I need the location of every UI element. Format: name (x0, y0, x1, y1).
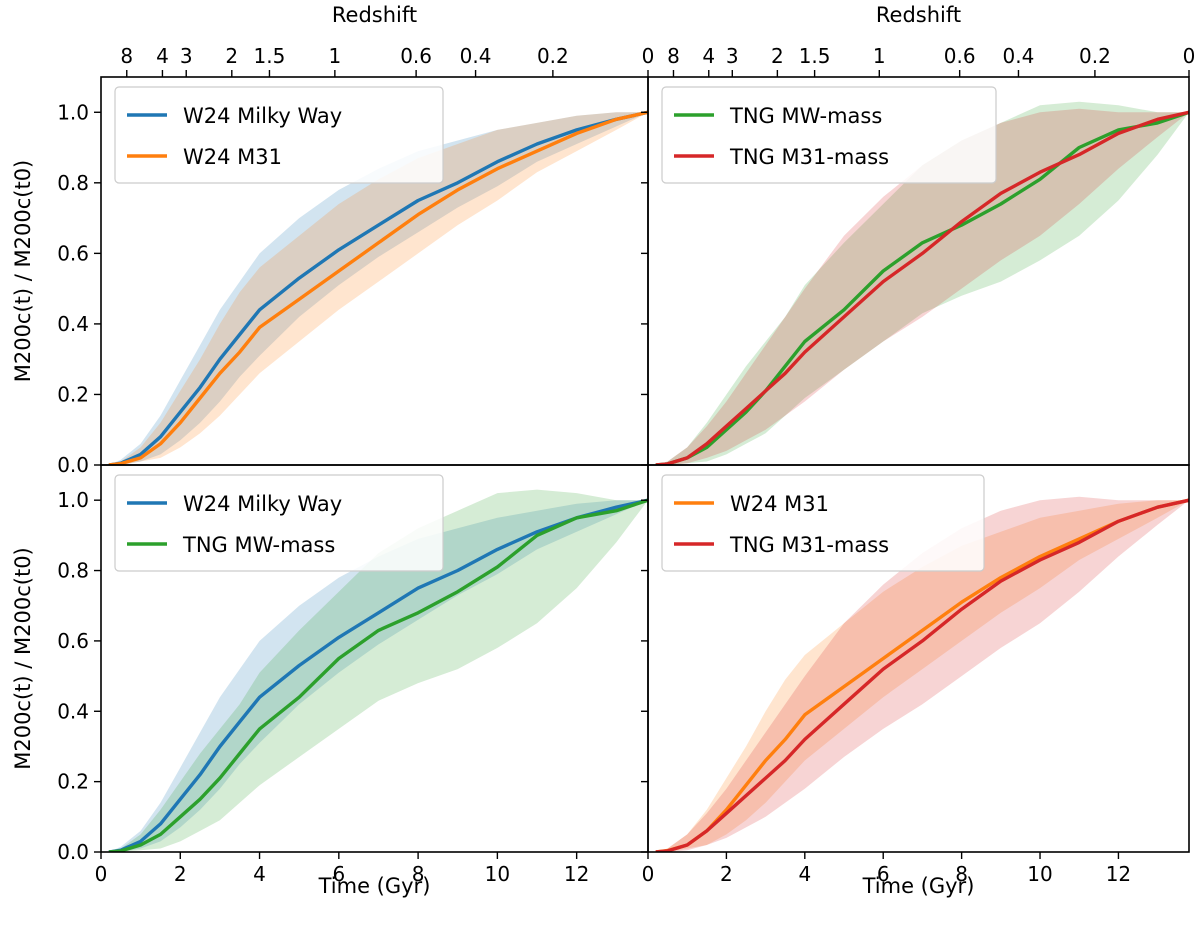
redshift-tick-label: 1.5 (254, 44, 286, 68)
panel-top-left: 0.0 0.2 0.4 0.6 0.8 1.0 8 4 3 2 1.5 1 0.6 0.4 0.2 0 Reds… (11, 3, 654, 477)
redshift-tick-label: 3 (180, 44, 193, 68)
redshift-tick-label: 8 (120, 44, 133, 68)
x-tick-label: 8 (412, 862, 425, 886)
legend-frame (114, 474, 444, 572)
band-tng-mw-mass (655, 101, 1189, 465)
band-tng-m31-mass (655, 496, 1189, 852)
redshift-tick-label: 2 (771, 44, 784, 68)
redshift-tick-label: 0.4 (460, 44, 492, 68)
redshift-tick-label: 3 (726, 44, 739, 68)
redshift-tick-label: 0 (1183, 44, 1196, 68)
x-tick-label: 2 (174, 862, 187, 886)
redshift-tick-label: 2 (225, 44, 238, 68)
panel-bottom-left: 0.0 0.2 0.4 0.6 0.8 1.0 0 2 4 6 8 10 12 Time (Gyr) M20… (11, 464, 649, 898)
redshift-tick-label: 0.2 (537, 44, 569, 68)
band-w24-m31 (655, 500, 1189, 852)
y-tick-label: 0.0 (57, 453, 89, 477)
redshift-tick-label: 0.6 (400, 44, 432, 68)
redshift-axis-title: Redshift (332, 3, 417, 27)
y-tick-label: 0.2 (57, 770, 89, 794)
redshift-tick-label: 1 (873, 44, 886, 68)
line-tng-mw-mass (108, 498, 648, 852)
redshift-tick-label: 1.5 (799, 44, 831, 68)
legend-entry: TNG MW-mass (182, 533, 335, 557)
legend-entry: TNG M31-mass (729, 533, 889, 557)
line-w24-milky-way (108, 110, 648, 465)
x-tick-label: 12 (564, 862, 589, 886)
y-tick-label: 1.0 (57, 488, 89, 512)
y-tick-label: 0.0 (57, 840, 89, 864)
x-tick-label: 6 (877, 862, 890, 886)
plot-area (655, 101, 1189, 465)
x-tick-label: 10 (485, 862, 510, 886)
x-tick-label: 6 (332, 862, 345, 886)
legend: TNG MW-mass TNG M31-mass (661, 86, 997, 184)
y-axis-title: M200c(t) / M200c(t0) (11, 547, 35, 770)
y-tick-label: 0.8 (57, 559, 89, 583)
band-w24-m31 (108, 112, 648, 465)
x-tick-label: 10 (1027, 862, 1052, 886)
legend-entry: W24 Milky Way (183, 492, 342, 516)
redshift-tick-label: 4 (156, 44, 169, 68)
legend: W24 Milky Way TNG MW-mass (114, 474, 444, 572)
line-tng-m31-mass (655, 498, 1189, 852)
y-tick-label: 1.0 (57, 100, 89, 124)
legend: W24 Milky Way W24 M31 (114, 86, 444, 184)
x-tick-label: 0 (95, 862, 108, 886)
legend-entry: W24 M31 (730, 492, 829, 516)
x-tick-label: 2 (720, 862, 733, 886)
redshift-axis-title: Redshift (876, 3, 961, 27)
legend-entry: W24 M31 (183, 145, 282, 169)
panel-bottom-right: 0 2 4 6 8 10 12 Time (Gyr) W24 M31 TNG M31-mass (641, 464, 1190, 898)
panel-frame (647, 464, 1190, 853)
x-tick-label: 0 (642, 862, 655, 886)
y-tick-label: 0.8 (57, 171, 89, 195)
legend-entry: TNG M31-mass (729, 145, 889, 169)
redshift-tick-label: 0.2 (1079, 44, 1111, 68)
redshift-tick-label: 0.4 (1003, 44, 1035, 68)
x-tick-label: 12 (1106, 862, 1131, 886)
line-tng-mw-mass (655, 110, 1189, 465)
line-w24-milky-way (108, 498, 648, 852)
redshift-tick-label: 1 (328, 44, 341, 68)
y-tick-label: 0.2 (57, 382, 89, 406)
legend-frame (114, 86, 444, 184)
band-tng-mw-mass (108, 489, 648, 852)
redshift-tick-label: 4 (702, 44, 715, 68)
y-tick-label: 0.6 (57, 241, 89, 265)
x-tick-label: 4 (798, 862, 811, 886)
legend-frame (661, 474, 985, 572)
y-tick-label: 0.4 (57, 312, 89, 336)
x-tick-label: 8 (955, 862, 968, 886)
line-w24-m31 (108, 110, 648, 465)
redshift-tick-label: 0 (642, 44, 655, 68)
legend-frame (661, 86, 997, 184)
y-tick-label: 0.6 (57, 629, 89, 653)
band-tng-m31-mass (655, 108, 1189, 465)
plot-area (655, 496, 1189, 852)
x-axis-title: Time (Gyr) (318, 874, 431, 898)
y-tick-label: 0.4 (57, 699, 89, 723)
redshift-tick-label: 0.6 (944, 44, 976, 68)
legend-entry: TNG MW-mass (729, 104, 882, 128)
y-axis-title: M200c(t) / M200c(t0) (11, 160, 35, 383)
x-tick-label: 4 (253, 862, 266, 886)
x-axis-title: Time (Gyr) (862, 874, 975, 898)
legend-entry: W24 Milky Way (183, 104, 342, 128)
redshift-tick-label: 8 (667, 44, 680, 68)
line-tng-m31-mass (655, 110, 1189, 465)
legend: W24 M31 TNG M31-mass (661, 474, 985, 572)
